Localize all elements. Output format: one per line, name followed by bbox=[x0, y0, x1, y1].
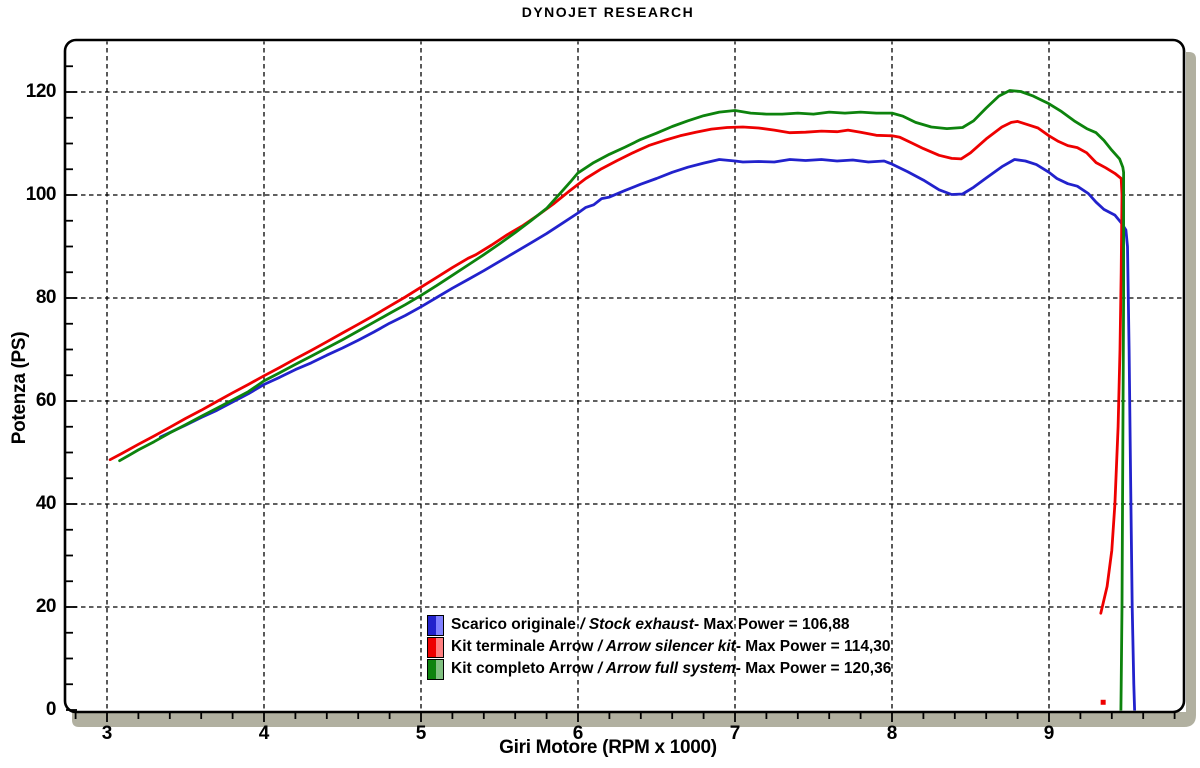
y-tick-label: 80 bbox=[35, 287, 57, 308]
x-tick-label: 8 bbox=[886, 723, 898, 744]
legend-swatch-arrow-full-system bbox=[427, 658, 444, 680]
legend-label-it: Scarico originale bbox=[451, 616, 581, 633]
y-tick-label: 60 bbox=[35, 390, 57, 411]
x-tick-label: 5 bbox=[415, 723, 427, 744]
x-axis-title: Giri Motore (RPM x 1000) bbox=[499, 737, 717, 758]
curve-stock-exhaust bbox=[158, 158, 1136, 711]
legend-label-it: Kit terminale Arrow bbox=[451, 638, 598, 655]
legend-label-en: / Arrow full system bbox=[597, 660, 736, 677]
legend: Scarico originale / Stock exhaust - Max … bbox=[427, 614, 891, 680]
y-tick-label: 100 bbox=[25, 184, 57, 205]
chart-title: DYNOJET RESEARCH bbox=[521, 4, 695, 20]
legend-max-power: - Max Power = 106,88 bbox=[693, 616, 850, 633]
legend-max-power: - Max Power = 114,30 bbox=[735, 638, 891, 655]
gridlines bbox=[66, 41, 1183, 711]
legend-label-en: / Arrow silencer kit bbox=[597, 638, 736, 655]
legend-swatch-stock-exhaust bbox=[427, 614, 444, 636]
y-axis-ticks bbox=[66, 65, 77, 711]
legend-label-en: / Stock exhaust bbox=[580, 616, 694, 633]
y-tick-label: 40 bbox=[35, 493, 57, 514]
x-tick-label: 3 bbox=[101, 723, 113, 744]
legend-row-arrow-silencer-kit: Kit terminale Arrow / Arrow silencer kit… bbox=[427, 636, 891, 658]
y-axis-title: Potenza (PS) bbox=[9, 331, 30, 445]
legend-row-arrow-full-system: Kit completo Arrow / Arrow full system -… bbox=[427, 658, 891, 680]
y-tick-label: 0 bbox=[45, 699, 57, 720]
curve-arrow-full-system bbox=[118, 89, 1125, 711]
y-tick-label: 120 bbox=[25, 81, 57, 102]
legend-swatch-arrow-silencer-kit bbox=[427, 636, 444, 658]
plot-frame bbox=[63, 38, 1186, 714]
curve-arrow-silencer-kit-end-dot bbox=[1100, 699, 1106, 705]
x-tick-label: 7 bbox=[729, 723, 741, 744]
legend-label-it: Kit completo Arrow bbox=[451, 660, 598, 677]
y-tick-label: 20 bbox=[35, 596, 57, 617]
legend-max-power: - Max Power = 120,36 bbox=[735, 660, 892, 677]
x-axis-ticks bbox=[74, 713, 1176, 722]
x-tick-label: 6 bbox=[572, 723, 584, 744]
x-tick-label: 9 bbox=[1043, 723, 1055, 744]
x-tick-label: 4 bbox=[258, 723, 270, 744]
curve-arrow-silencer-kit bbox=[108, 120, 1124, 615]
legend-row-stock-exhaust: Scarico originale / Stock exhaust - Max … bbox=[427, 614, 891, 636]
